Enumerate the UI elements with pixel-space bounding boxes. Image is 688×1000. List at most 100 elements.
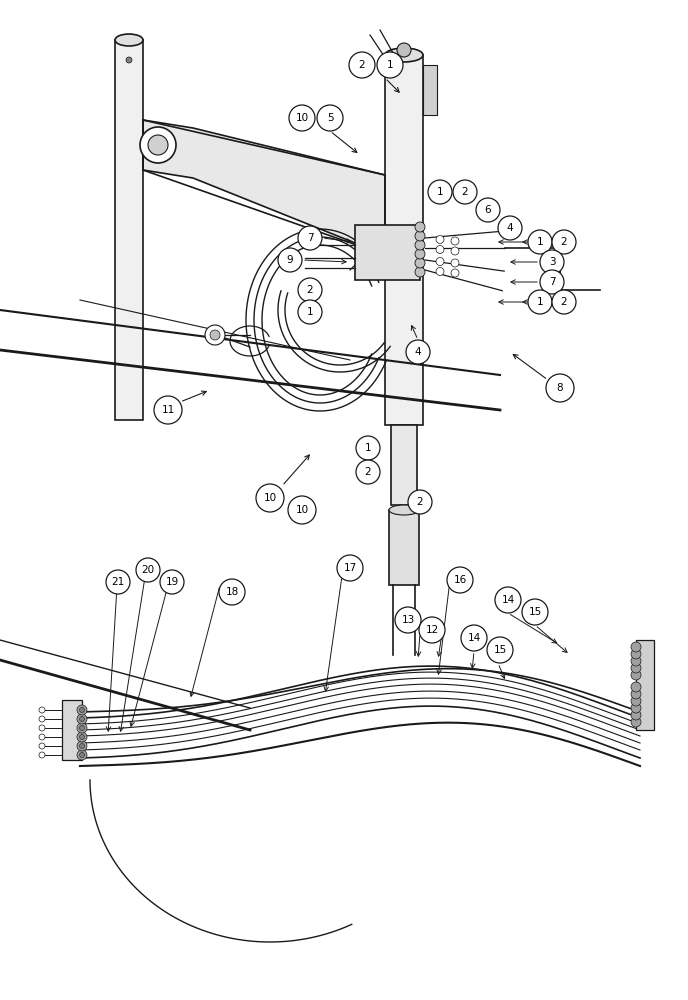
Circle shape [487,637,513,663]
Ellipse shape [115,34,143,46]
Circle shape [80,744,85,748]
Text: 12: 12 [425,625,439,635]
Circle shape [136,558,160,582]
Text: 1: 1 [537,237,544,247]
Circle shape [436,245,444,253]
Circle shape [451,237,459,245]
Circle shape [419,617,445,643]
Text: 5: 5 [327,113,333,123]
Circle shape [528,290,552,314]
Circle shape [631,670,641,680]
Circle shape [148,135,168,155]
Circle shape [415,231,425,241]
Circle shape [522,599,548,625]
Circle shape [80,708,85,712]
Circle shape [140,127,176,163]
Circle shape [39,725,45,731]
Circle shape [552,290,576,314]
Circle shape [415,222,425,232]
Circle shape [126,57,132,63]
Circle shape [39,707,45,713]
Circle shape [436,267,444,275]
FancyBboxPatch shape [389,510,419,585]
Circle shape [219,579,245,605]
Text: 9: 9 [287,255,293,265]
Text: 13: 13 [401,615,415,625]
Circle shape [289,105,315,131]
Ellipse shape [385,48,423,62]
Circle shape [288,496,316,524]
FancyBboxPatch shape [62,700,82,760]
Circle shape [77,723,87,733]
Circle shape [39,752,45,758]
Circle shape [631,703,641,713]
Circle shape [77,732,87,742]
Circle shape [540,270,564,294]
Text: 15: 15 [528,607,541,617]
Text: 6: 6 [484,205,491,215]
Circle shape [428,180,452,204]
Circle shape [39,743,45,749]
Text: 14: 14 [467,633,481,643]
Text: 2: 2 [417,497,423,507]
Circle shape [256,484,284,512]
Circle shape [451,269,459,277]
Text: 7: 7 [307,233,313,243]
Text: 2: 2 [365,467,372,477]
Circle shape [39,716,45,722]
Circle shape [476,198,500,222]
Circle shape [205,325,225,345]
Text: 1: 1 [537,297,544,307]
Circle shape [337,555,363,581]
Text: 14: 14 [502,595,515,605]
Circle shape [406,340,430,364]
Circle shape [298,300,322,324]
Circle shape [552,230,576,254]
Circle shape [451,259,459,267]
Circle shape [436,235,444,243]
Circle shape [631,682,641,692]
Circle shape [631,663,641,673]
Circle shape [210,330,220,340]
FancyBboxPatch shape [385,55,423,425]
Circle shape [631,656,641,666]
Text: 1: 1 [437,187,443,197]
Text: 10: 10 [295,505,308,515]
Text: 15: 15 [493,645,506,655]
Circle shape [436,257,444,265]
Circle shape [528,230,552,254]
Circle shape [631,649,641,659]
Circle shape [77,705,87,715]
Ellipse shape [389,505,419,515]
Circle shape [154,396,182,424]
Text: 2: 2 [561,237,568,247]
Text: 10: 10 [264,493,277,503]
FancyBboxPatch shape [391,425,417,505]
Circle shape [495,587,521,613]
Circle shape [397,43,411,57]
Text: 2: 2 [462,187,469,197]
Text: 19: 19 [165,577,179,587]
Text: 4: 4 [506,223,513,233]
Circle shape [451,247,459,255]
Circle shape [298,226,322,250]
Text: 18: 18 [226,587,239,597]
Circle shape [631,689,641,699]
Text: 1: 1 [365,443,372,453]
Circle shape [80,752,85,758]
Text: 16: 16 [453,575,466,585]
Text: 17: 17 [343,563,356,573]
Circle shape [631,717,641,727]
FancyBboxPatch shape [636,640,654,730]
Text: 20: 20 [142,565,155,575]
Text: 2: 2 [561,297,568,307]
Circle shape [415,249,425,259]
Text: 2: 2 [307,285,313,295]
FancyBboxPatch shape [355,225,420,280]
Text: 7: 7 [549,277,555,287]
Text: 11: 11 [162,405,175,415]
Circle shape [106,570,130,594]
Text: 8: 8 [557,383,563,393]
Text: 1: 1 [307,307,313,317]
Circle shape [546,374,574,402]
